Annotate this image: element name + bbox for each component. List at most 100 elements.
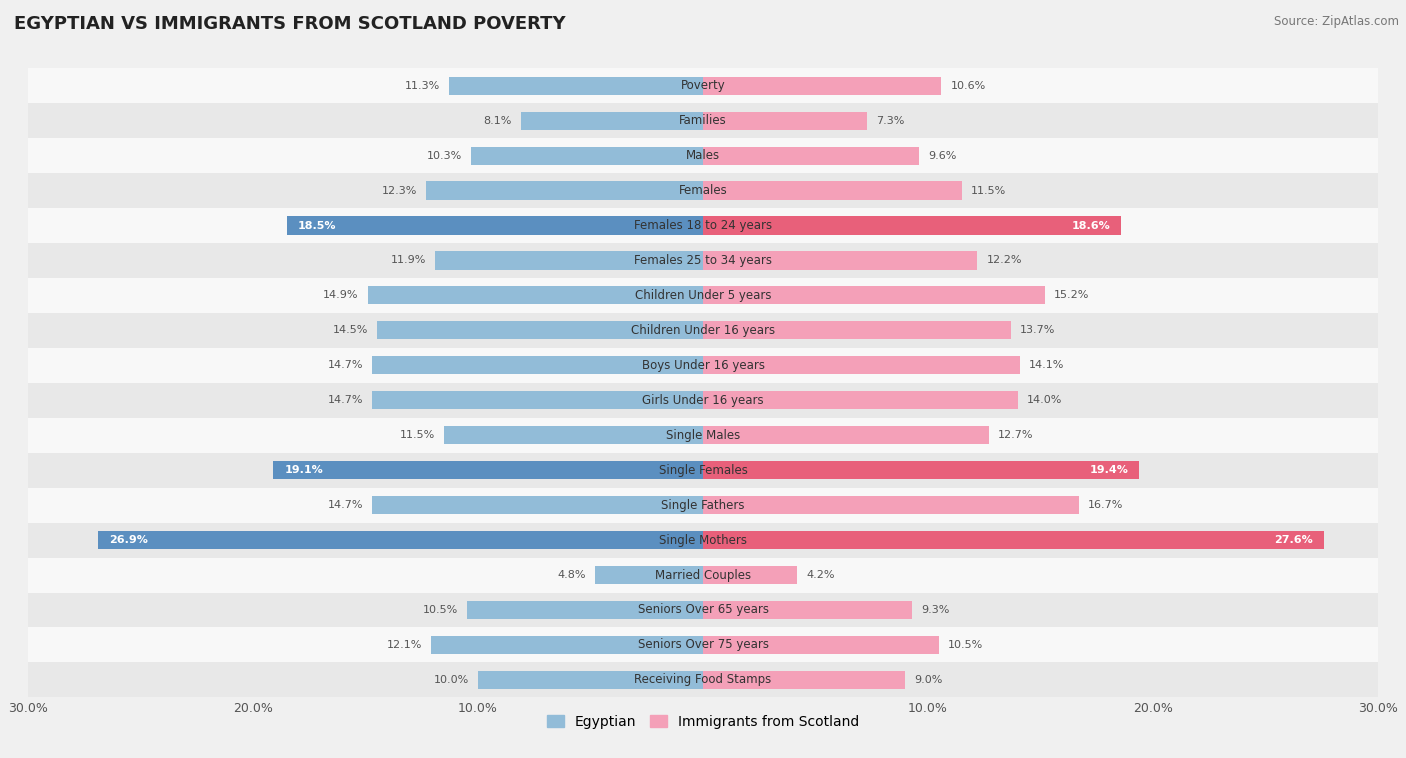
Text: 14.0%: 14.0% bbox=[1026, 395, 1063, 406]
Bar bbox=[703, 461, 1139, 479]
Bar bbox=[287, 217, 703, 234]
Bar bbox=[703, 287, 1045, 305]
Text: Poverty: Poverty bbox=[681, 79, 725, 92]
Text: 14.1%: 14.1% bbox=[1029, 360, 1064, 371]
Bar bbox=[703, 391, 1018, 409]
Text: Seniors Over 65 years: Seniors Over 65 years bbox=[637, 603, 769, 616]
Bar bbox=[444, 426, 703, 444]
Text: Single Mothers: Single Mothers bbox=[659, 534, 747, 547]
Bar bbox=[28, 383, 1378, 418]
Text: 19.4%: 19.4% bbox=[1090, 465, 1128, 475]
Text: 11.9%: 11.9% bbox=[391, 255, 426, 265]
Text: EGYPTIAN VS IMMIGRANTS FROM SCOTLAND POVERTY: EGYPTIAN VS IMMIGRANTS FROM SCOTLAND POV… bbox=[14, 15, 565, 33]
Text: 18.6%: 18.6% bbox=[1071, 221, 1111, 230]
Text: 27.6%: 27.6% bbox=[1274, 535, 1313, 545]
Bar bbox=[28, 662, 1378, 697]
Bar bbox=[703, 181, 962, 199]
Bar bbox=[28, 278, 1378, 313]
Text: Receiving Food Stamps: Receiving Food Stamps bbox=[634, 673, 772, 687]
Bar bbox=[28, 522, 1378, 558]
Bar bbox=[373, 391, 703, 409]
Text: 12.7%: 12.7% bbox=[998, 431, 1033, 440]
Bar bbox=[471, 146, 703, 164]
Bar bbox=[595, 566, 703, 584]
Text: 10.5%: 10.5% bbox=[948, 640, 983, 650]
Bar bbox=[28, 103, 1378, 138]
Bar bbox=[28, 313, 1378, 348]
Bar bbox=[377, 321, 703, 340]
Bar bbox=[28, 68, 1378, 103]
Bar bbox=[520, 111, 703, 130]
Text: Children Under 5 years: Children Under 5 years bbox=[634, 289, 772, 302]
Text: 11.5%: 11.5% bbox=[401, 431, 436, 440]
Bar bbox=[28, 418, 1378, 453]
Text: 15.2%: 15.2% bbox=[1054, 290, 1090, 300]
Bar bbox=[28, 173, 1378, 208]
Text: Females 18 to 24 years: Females 18 to 24 years bbox=[634, 219, 772, 232]
Bar bbox=[373, 496, 703, 514]
Text: 11.5%: 11.5% bbox=[970, 186, 1005, 196]
Text: 9.0%: 9.0% bbox=[914, 675, 943, 685]
Text: 14.7%: 14.7% bbox=[328, 500, 363, 510]
Bar bbox=[28, 348, 1378, 383]
Text: 10.3%: 10.3% bbox=[427, 151, 463, 161]
Legend: Egyptian, Immigrants from Scotland: Egyptian, Immigrants from Scotland bbox=[541, 709, 865, 735]
Text: Boys Under 16 years: Boys Under 16 years bbox=[641, 359, 765, 372]
Bar bbox=[28, 243, 1378, 278]
Text: 12.1%: 12.1% bbox=[387, 640, 422, 650]
Text: 10.5%: 10.5% bbox=[423, 605, 458, 615]
Bar bbox=[703, 252, 977, 270]
Text: 8.1%: 8.1% bbox=[484, 116, 512, 126]
Text: Males: Males bbox=[686, 149, 720, 162]
Text: 14.5%: 14.5% bbox=[332, 325, 368, 335]
Bar bbox=[703, 356, 1021, 374]
Text: 9.3%: 9.3% bbox=[921, 605, 949, 615]
Bar bbox=[703, 321, 1011, 340]
Bar bbox=[436, 252, 703, 270]
Text: Females: Females bbox=[679, 184, 727, 197]
Text: Single Males: Single Males bbox=[666, 429, 740, 442]
Bar bbox=[703, 671, 905, 689]
Bar bbox=[703, 601, 912, 619]
Bar bbox=[478, 671, 703, 689]
Text: 9.6%: 9.6% bbox=[928, 151, 956, 161]
Text: Source: ZipAtlas.com: Source: ZipAtlas.com bbox=[1274, 15, 1399, 28]
Text: Single Females: Single Females bbox=[658, 464, 748, 477]
Bar bbox=[449, 77, 703, 95]
Bar bbox=[703, 566, 797, 584]
Bar bbox=[703, 77, 942, 95]
Text: 7.3%: 7.3% bbox=[876, 116, 904, 126]
Bar bbox=[368, 287, 703, 305]
Text: 12.3%: 12.3% bbox=[382, 186, 418, 196]
Bar bbox=[98, 531, 703, 549]
Text: Children Under 16 years: Children Under 16 years bbox=[631, 324, 775, 337]
Bar bbox=[28, 593, 1378, 628]
Bar bbox=[467, 601, 703, 619]
Text: Seniors Over 75 years: Seniors Over 75 years bbox=[637, 638, 769, 651]
Text: 10.6%: 10.6% bbox=[950, 80, 986, 91]
Text: 14.7%: 14.7% bbox=[328, 360, 363, 371]
Text: 4.8%: 4.8% bbox=[558, 570, 586, 580]
Text: 14.7%: 14.7% bbox=[328, 395, 363, 406]
Bar bbox=[28, 138, 1378, 173]
Text: 11.3%: 11.3% bbox=[405, 80, 440, 91]
Bar bbox=[430, 636, 703, 654]
Bar bbox=[703, 426, 988, 444]
Text: Married Couples: Married Couples bbox=[655, 568, 751, 581]
Bar bbox=[28, 487, 1378, 522]
Bar bbox=[28, 628, 1378, 662]
Bar bbox=[703, 146, 920, 164]
Bar bbox=[28, 208, 1378, 243]
Text: 4.2%: 4.2% bbox=[807, 570, 835, 580]
Text: 26.9%: 26.9% bbox=[110, 535, 148, 545]
Text: Females 25 to 34 years: Females 25 to 34 years bbox=[634, 254, 772, 267]
Text: Girls Under 16 years: Girls Under 16 years bbox=[643, 393, 763, 407]
Bar bbox=[273, 461, 703, 479]
Text: 10.0%: 10.0% bbox=[434, 675, 470, 685]
Bar bbox=[703, 111, 868, 130]
Bar bbox=[426, 181, 703, 199]
Bar bbox=[28, 453, 1378, 487]
Text: 16.7%: 16.7% bbox=[1088, 500, 1123, 510]
Text: 14.9%: 14.9% bbox=[323, 290, 359, 300]
Bar bbox=[703, 217, 1122, 234]
